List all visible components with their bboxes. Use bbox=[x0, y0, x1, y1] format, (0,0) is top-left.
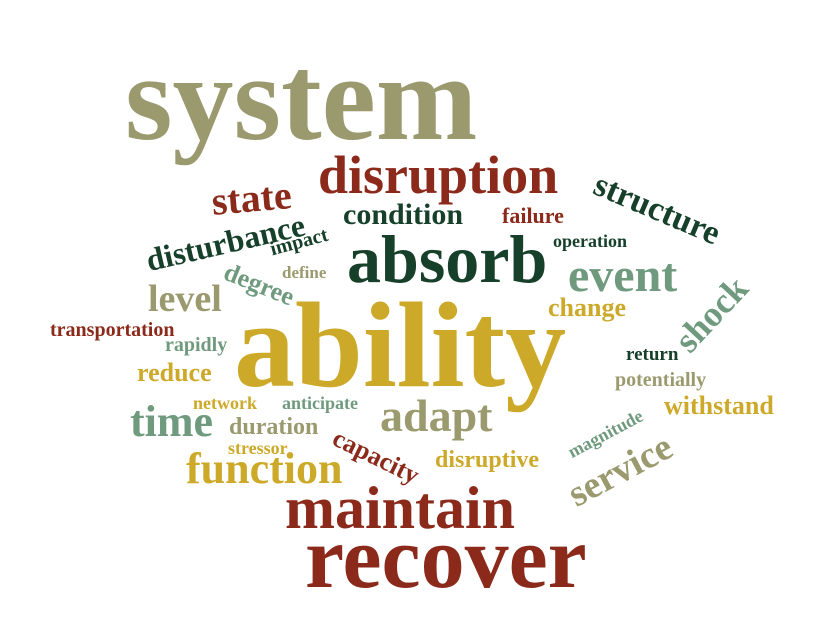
word-failure: failure bbox=[502, 203, 564, 228]
word-stressor: stressor bbox=[228, 438, 288, 458]
word-disruption: disruption bbox=[318, 145, 559, 205]
word-rapidly: rapidly bbox=[165, 334, 228, 356]
word-potentially: potentially bbox=[615, 369, 707, 391]
word-anticipate: anticipate bbox=[282, 393, 358, 413]
word-level: level bbox=[148, 278, 222, 320]
word-system: system bbox=[125, 31, 478, 166]
word-maintain: maintain bbox=[285, 475, 516, 541]
word-condition: condition bbox=[343, 198, 464, 231]
word-change: change bbox=[548, 293, 626, 322]
word-shock: shock bbox=[666, 268, 756, 360]
word-event: event bbox=[568, 249, 678, 302]
word-reduce: reduce bbox=[137, 358, 212, 387]
word-adapt: adapt bbox=[380, 390, 493, 441]
word-disruptive: disruptive bbox=[435, 447, 540, 473]
word-absorb: absorb bbox=[347, 221, 548, 297]
word-recover: recover bbox=[305, 510, 587, 607]
word-time: time bbox=[130, 397, 214, 446]
word-define: define bbox=[282, 263, 327, 282]
word-withstand: withstand bbox=[664, 391, 774, 420]
word-transportation: transportation bbox=[50, 319, 175, 341]
word-function: function bbox=[186, 444, 343, 493]
word-return: return bbox=[626, 344, 679, 365]
word-network: network bbox=[193, 393, 257, 413]
word-operation: operation bbox=[553, 231, 627, 251]
word-duration: duration bbox=[229, 414, 319, 440]
word-ability: ability bbox=[234, 278, 567, 413]
